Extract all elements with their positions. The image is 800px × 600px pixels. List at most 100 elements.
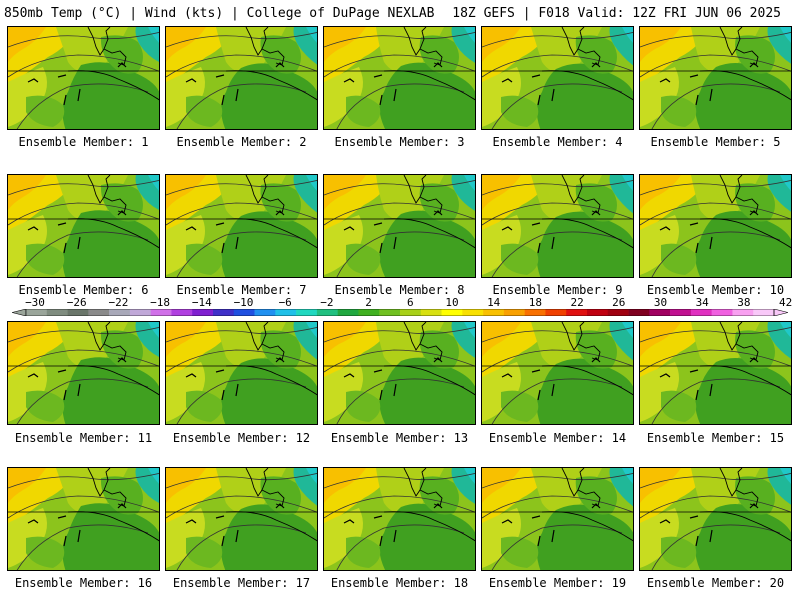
ensemble-member-label: Ensemble Member: 2 [176, 135, 307, 149]
temperature-map-image [8, 27, 159, 129]
temperature-map-image [324, 27, 475, 129]
ensemble-member-map [639, 467, 792, 571]
temperature-map-image [640, 27, 791, 129]
colorbar-segment [628, 309, 650, 316]
colorbar-segment [26, 309, 48, 316]
colorbar-tick-label: −10 [233, 296, 254, 309]
ensemble-member-label: Ensemble Member: 9 [492, 283, 623, 297]
ensemble-member-label: Ensemble Member: 14 [488, 431, 627, 445]
colorbar-segment [296, 309, 318, 316]
ensemble-member-map [7, 26, 160, 130]
temperature-map-image [324, 322, 475, 424]
ensemble-member-map [639, 174, 792, 278]
temperature-map-image [482, 27, 633, 129]
temperature-map-image [640, 322, 791, 424]
ensemble-member-map [7, 321, 160, 425]
temperature-map-image [8, 175, 159, 277]
run-valid-time: 18Z GEFS | F018 Valid: 12Z FRI JUN 06 20… [452, 6, 781, 21]
temperature-map-image [640, 468, 791, 570]
temperature-map-image [482, 468, 633, 570]
ensemble-member-label: Ensemble Member: 20 [646, 576, 785, 590]
temperature-map-image [324, 175, 475, 277]
colorbar-segment [753, 309, 775, 316]
ensemble-member-label: Ensemble Member: 19 [488, 576, 627, 590]
ensemble-member-label: Ensemble Member: 12 [172, 431, 311, 445]
colorbar-outline [25, 309, 775, 316]
colorbar-tick-label: −18 [150, 296, 171, 309]
ensemble-member-map [481, 467, 634, 571]
ensemble-member-map [639, 321, 792, 425]
colorbar-segment [524, 309, 546, 316]
colorbar-arrow-right [773, 309, 788, 316]
temperature-map-image [640, 175, 791, 277]
temperature-map-image [8, 468, 159, 570]
colorbar-segment [67, 309, 89, 316]
ensemble-member-label: Ensemble Member: 13 [330, 431, 469, 445]
colorbar-segment [711, 309, 733, 316]
colorbar-tick-label: −30 [25, 296, 45, 309]
temperature-map-image [166, 175, 317, 277]
colorbar-segment [213, 309, 235, 316]
colorbar-segment [483, 309, 505, 316]
ensemble-member-label: Ensemble Member: 15 [646, 431, 785, 445]
colorbar-segment [400, 309, 422, 316]
colorbar-segment [109, 309, 131, 316]
ensemble-member-map [323, 26, 476, 130]
ensemble-member-label: Ensemble Member: 8 [334, 283, 465, 297]
colorbar-segment [88, 309, 110, 316]
colorbar-arrow-left [12, 309, 27, 316]
colorbar-scale [12, 309, 788, 316]
colorbar-segment [670, 309, 692, 316]
colorbar-segment [358, 309, 380, 316]
colorbar-segment [171, 309, 193, 316]
temperature-map-image [166, 322, 317, 424]
ensemble-member-label: Ensemble Member: 11 [14, 431, 153, 445]
colorbar-segment [607, 309, 629, 316]
ensemble-member-map [165, 321, 318, 425]
colorbar-segment [316, 309, 338, 316]
colorbar-tick-label: 14 [487, 296, 501, 309]
colorbar-segment [587, 309, 609, 316]
ensemble-member-map [323, 174, 476, 278]
ensemble-member-label: Ensemble Member: 18 [330, 576, 469, 590]
colorbar-segment [649, 309, 671, 316]
ensemble-member-label: Ensemble Member: 4 [492, 135, 623, 149]
temperature-map-image [324, 468, 475, 570]
colorbar-tick-label: 2 [365, 296, 372, 309]
temperature-colorbar: −30 −26 −22 −18 −14 −10 −6 −2 2 6 10 14 18 22 26 30 34 38… [0, 296, 800, 324]
ensemble-member-label: Ensemble Member: 16 [14, 576, 153, 590]
colorbar-segment [379, 309, 401, 316]
colorbar-tick-label: 10 [445, 296, 459, 309]
colorbar-tick-label: 26 [612, 296, 626, 309]
ensemble-member-label: Ensemble Member: 17 [172, 576, 311, 590]
colorbar-segment [275, 309, 297, 316]
colorbar-segment [420, 309, 442, 316]
colorbar-tick-label: 38 [737, 296, 751, 309]
colorbar-segment [337, 309, 359, 316]
temperature-map-image [166, 27, 317, 129]
colorbar-segment [732, 309, 754, 316]
colorbar-tick-label: 6 [406, 296, 414, 309]
ensemble-member-label: Ensemble Member: 10 [646, 283, 785, 297]
colorbar-segment [503, 309, 525, 316]
colorbar-segment [462, 309, 484, 316]
temperature-map-image [166, 468, 317, 570]
colorbar-tick-label: 30 [653, 296, 668, 309]
ensemble-member-label: Ensemble Member: 7 [176, 283, 307, 297]
map-title: 850mb Temp (°C) | Wind (kts) | College o… [4, 6, 435, 21]
colorbar-segment [150, 309, 172, 316]
ensemble-member-map [7, 467, 160, 571]
colorbar-segment [566, 309, 588, 316]
temperature-map-image [482, 175, 633, 277]
colorbar-tick-label: −22 [108, 296, 129, 309]
colorbar-segment [192, 309, 214, 316]
ensemble-member-label: Ensemble Member: 5 [650, 135, 781, 149]
ensemble-member-map [323, 321, 476, 425]
colorbar-tick-label: 42 [778, 296, 793, 309]
colorbar-segment [441, 309, 463, 316]
ensemble-member-map [323, 467, 476, 571]
ensemble-member-map [481, 174, 634, 278]
colorbar-tick-label: 34 [695, 296, 709, 309]
colorbar-tick-label: −6 [278, 296, 292, 309]
colorbar-segment [129, 309, 151, 316]
